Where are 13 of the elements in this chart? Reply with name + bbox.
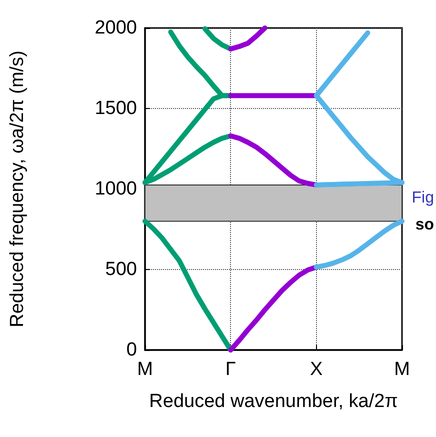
x-axis-title: Reduced wavenumber, ka/2π [149,391,398,412]
text: Fig [412,190,434,206]
y-tick-label: 500 [105,259,137,280]
y-tick-label: 1500 [94,98,137,119]
x-tick-label: M [137,359,153,380]
x-tick-label: Γ [225,359,236,380]
y-tick-label: 1000 [94,178,137,200]
x-tick-label: M [394,359,410,380]
y-axis-title: Reduced frequency, ωa/2π (m/s) [7,50,28,328]
x-tick-label: X [310,359,323,380]
text: so [415,216,434,234]
y-tick-label: 0 [126,340,137,360]
y-tick-label: 2000 [94,18,137,38]
